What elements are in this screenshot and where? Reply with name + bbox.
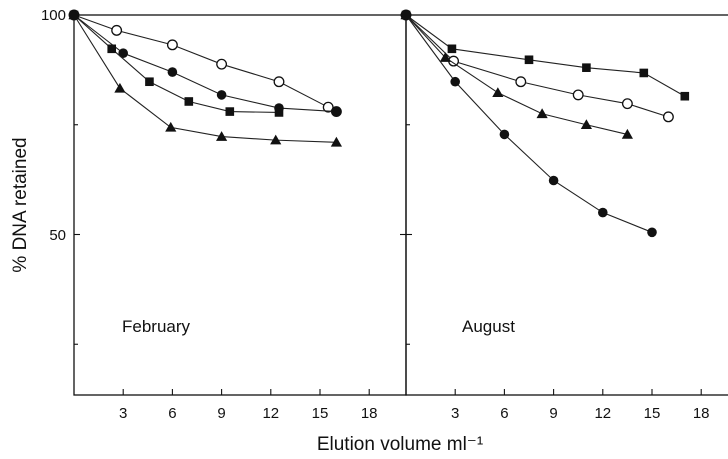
- august-series-filled-circle-point-3: [548, 175, 559, 186]
- x-axis-title: Elution volume ml⁻¹: [317, 434, 483, 455]
- february-series-open-circle-point-5: [322, 101, 334, 113]
- february-series-filled-circle-point-1: [118, 48, 128, 58]
- august-series-filled-circle-point-2: [499, 129, 510, 140]
- august-series-filled-circle-point-0: [401, 10, 411, 20]
- february-series-filled-square-point-1: [107, 44, 117, 54]
- february-series-filled-circle-point-3: [216, 90, 227, 100]
- august-series-open-circle-point-2: [515, 76, 527, 88]
- august-series-filled-triangle-point-3: [536, 108, 548, 119]
- february-series-filled-triangle-point-3: [216, 131, 228, 141]
- august-x-tick-label-3: 3: [451, 405, 459, 422]
- y-axis-title: % DNA retained: [10, 137, 31, 272]
- february-series-filled-circle-point-5: [331, 106, 342, 117]
- panel-august-marks: 3 6 9 12 15 18: [400, 9, 710, 422]
- panel-august-label: August: [462, 317, 515, 336]
- panel-february: February 3 6 9 12 15 18: [68, 9, 407, 422]
- february-x-tick-label-15: 15: [312, 405, 329, 422]
- august-series-filled-square-point-5: [680, 91, 690, 101]
- february-x-tick-label-3: 3: [119, 405, 127, 422]
- y-tick-label-50: 50: [49, 227, 66, 244]
- panel-august: August 3 6 9 12 15 18: [400, 9, 728, 422]
- august-series-filled-square-point-3: [582, 63, 591, 72]
- february-series-filled-triangle-point-5: [330, 136, 342, 147]
- august-series-filled-triangle-point-4: [580, 119, 592, 130]
- february-series-filled-square-line: [73, 14, 280, 114]
- february-series-filled-square-point-5: [274, 108, 284, 117]
- panel-august-frame: [405, 14, 728, 396]
- february-series-filled-triangle-line: [73, 14, 337, 143]
- february-series-filled-triangle-point-0: [68, 9, 80, 20]
- august-x-tick-label-9: 9: [549, 405, 557, 422]
- august-series-open-circle-point-3: [572, 89, 584, 101]
- february-series-open-circle-point-2: [166, 39, 178, 51]
- february-series-filled-square-point-4: [225, 107, 235, 116]
- august-x-tick-label-6: 6: [500, 405, 508, 422]
- february-series-filled-triangle-point-2: [165, 121, 177, 132]
- august-series-filled-triangle-point-1: [439, 52, 451, 62]
- august-series-filled-square-point-2: [524, 55, 534, 65]
- august-series-filled-triangle-point-5: [621, 128, 633, 139]
- february-series-filled-circle-point-2: [167, 67, 178, 77]
- panel-february-label: February: [122, 317, 191, 336]
- february-x-tick-label-6: 6: [168, 405, 176, 422]
- august-x-tick-label-18: 18: [693, 405, 710, 422]
- august-series-filled-triangle-point-2: [492, 87, 504, 98]
- panel-february-marks: 3 6 9 12 15 18: [68, 9, 406, 422]
- august-x-tick-label-15: 15: [644, 405, 661, 422]
- august-series-filled-circle-point-5: [647, 227, 657, 238]
- february-series-filled-square-point-3: [184, 97, 194, 106]
- august-x-tick-label-12: 12: [594, 405, 611, 422]
- august-series-filled-square-point-1: [447, 44, 457, 54]
- august-series-filled-circle-line: [405, 14, 653, 233]
- august-series-filled-triangle-line: [405, 14, 628, 135]
- y-tick-label-100: 100: [41, 7, 66, 24]
- february-x-tick-label-9: 9: [217, 405, 225, 422]
- february-series-open-circle-point-1: [111, 24, 123, 36]
- august-series-filled-square-line: [405, 14, 686, 97]
- february-x-tick-label-18: 18: [361, 405, 378, 422]
- august-series-filled-circle-point-4: [598, 207, 608, 218]
- february-series-filled-triangle-point-1: [114, 82, 126, 93]
- august-series-filled-square-point-4: [639, 68, 649, 78]
- february-series-open-circle-point-3: [216, 58, 228, 70]
- february-series-filled-triangle-point-4: [270, 134, 282, 145]
- february-x-tick-label-12: 12: [262, 405, 279, 422]
- february-series-filled-square-point-2: [145, 77, 154, 87]
- august-series-open-circle-point-4: [621, 98, 633, 110]
- august-series-open-circle-point-5: [662, 111, 674, 123]
- february-series-open-circle-point-4: [273, 76, 285, 88]
- august-series-filled-circle-point-1: [450, 76, 461, 87]
